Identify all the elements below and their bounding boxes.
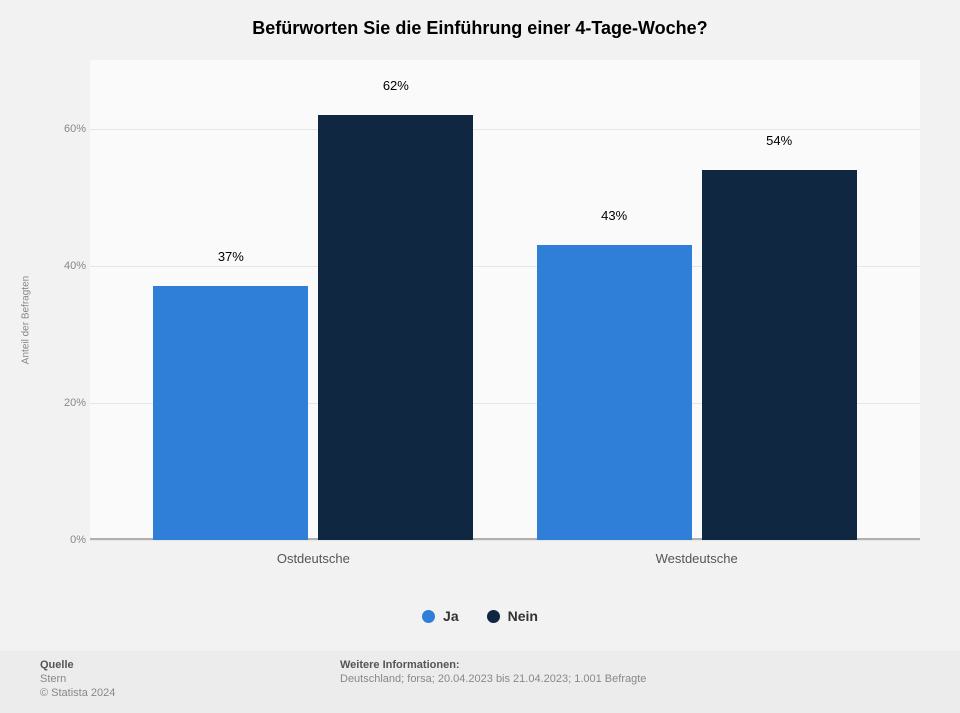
bar: 37% <box>153 286 308 540</box>
bar: 43% <box>537 245 692 540</box>
footer-source-line-2: © Statista 2024 <box>40 687 115 699</box>
plot-area: 37%62%Ostdeutsche43%54%Westdeutsche <box>90 60 920 540</box>
bar-group: 37%62%Ostdeutsche <box>153 60 473 540</box>
ytick-label: 20% <box>58 397 86 409</box>
bar-value-label: 37% <box>153 249 308 264</box>
bar-value-label: 62% <box>318 78 473 93</box>
footer-info-heading: Weitere Informationen: <box>340 659 646 671</box>
chart-container: Anteil der Befragten 37%62%Ostdeutsche43… <box>40 60 920 580</box>
footer: Quelle Stern © Statista 2024 Weitere Inf… <box>0 651 960 713</box>
legend-swatch <box>422 610 435 623</box>
legend: Ja Nein <box>0 608 960 628</box>
gridline <box>90 540 920 541</box>
bar-value-label: 54% <box>702 133 857 148</box>
ytick-label: 40% <box>58 260 86 272</box>
legend-item: Nein <box>487 608 538 624</box>
footer-info-line: Deutschland; forsa; 20.04.2023 bis 21.04… <box>340 673 646 685</box>
footer-source-block: Quelle Stern © Statista 2024 <box>40 659 115 699</box>
chart-title: Befürworten Sie die Einführung einer 4-T… <box>0 0 960 39</box>
category-label: Ostdeutsche <box>153 551 473 566</box>
bar-value-label: 43% <box>537 208 692 223</box>
bar: 62% <box>318 115 473 540</box>
bar: 54% <box>702 170 857 540</box>
ytick-label: 60% <box>58 123 86 135</box>
footer-source-line-1: Stern <box>40 673 115 685</box>
ytick-label: 0% <box>58 534 86 546</box>
footer-source-heading: Quelle <box>40 659 115 671</box>
legend-label: Ja <box>443 608 459 624</box>
bar-group: 43%54%Westdeutsche <box>537 60 857 540</box>
footer-info-block: Weitere Informationen: Deutschland; fors… <box>340 659 646 685</box>
legend-label: Nein <box>508 608 538 624</box>
legend-item: Ja <box>422 608 459 624</box>
legend-swatch <box>487 610 500 623</box>
y-axis-label: Anteil der Befragten <box>21 276 32 364</box>
category-label: Westdeutsche <box>537 551 857 566</box>
